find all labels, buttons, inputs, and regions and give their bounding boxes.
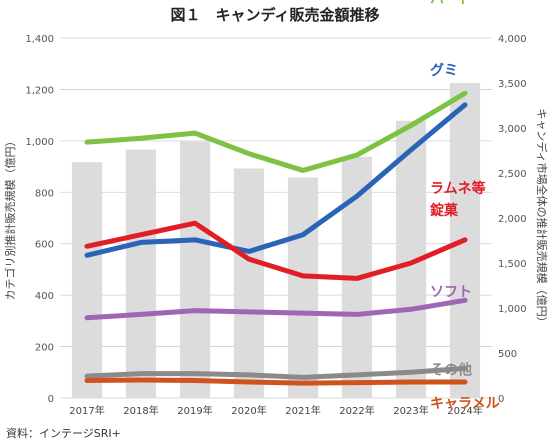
x-tick-label: 2018年 [123,404,158,417]
y-axis-label-right: キャンディ市場全体の推計販売規模（億円） [535,108,549,327]
series-label: キャラメル [430,396,500,412]
series-line [84,365,468,380]
y-tick-label-left: 800 [35,188,54,199]
x-tick-label: 2020年 [231,404,266,417]
category-lines [84,90,468,386]
y-tick-label-left: 600 [35,240,54,251]
y-axis-label-left: カテゴリ別推計販売規模（億円） [3,136,17,301]
chart-title: 図１ キャンディ販売金額推移 [171,6,380,24]
market-total-bar [125,149,157,398]
series-labels: ハードグミラムネ等錠菓ソフトその他キャラメル [430,0,500,412]
series-line [84,90,468,173]
series-label: ソフト [430,284,472,300]
y-tick-label-right: 0 [498,394,504,405]
market-total-bar [233,168,265,398]
x-tick-label: 2024年 [447,404,482,417]
series-line [84,220,468,281]
market-total-bar [287,177,319,398]
y-tick-label-left: 400 [35,291,54,302]
series-line [84,102,468,258]
y-tick-label-left: 200 [35,343,54,354]
x-tick-label: 2017年 [69,404,104,417]
y-tick-label-left: 1,200 [25,85,54,96]
y-tick-label-left: 1,400 [25,34,54,45]
axes: 0 200 400 600 800 1,000 1,200 1,400 0 500 1,000 1,5… [25,34,526,417]
series-label: グミ [430,62,458,79]
market-total-bar [71,162,103,398]
series-label: 錠菓 [430,202,459,219]
series-label: ハード [430,0,472,7]
series-line [84,377,468,386]
y-tick-label-right: 2,500 [498,169,527,180]
x-tick-label: 2019年 [177,404,212,417]
series-label: その他 [430,361,472,378]
grid-lines [60,37,492,399]
x-tick-label: 2021年 [285,404,320,417]
source-note: 資料：インテージSRI+ [6,426,121,440]
series-line [84,297,468,321]
y-tick-label-right: 1,500 [498,259,527,270]
y-tick-label-right: 3,500 [498,79,527,90]
y-tick-label-right: 4,000 [498,34,527,45]
y-tick-label-left: 1,000 [25,137,54,148]
y-tick-label-right: 1,000 [498,304,527,315]
x-tick-label: 2023年 [393,404,428,417]
y-tick-label-right: 3,000 [498,124,527,135]
market-total-bar [179,141,211,398]
series-label: ラムネ等 [430,180,486,197]
y-tick-label-left: 0 [48,394,54,405]
x-tick-label: 2022年 [339,404,374,417]
y-tick-label-right: 2,000 [498,214,527,225]
y-tick-label-right: 500 [498,349,517,360]
